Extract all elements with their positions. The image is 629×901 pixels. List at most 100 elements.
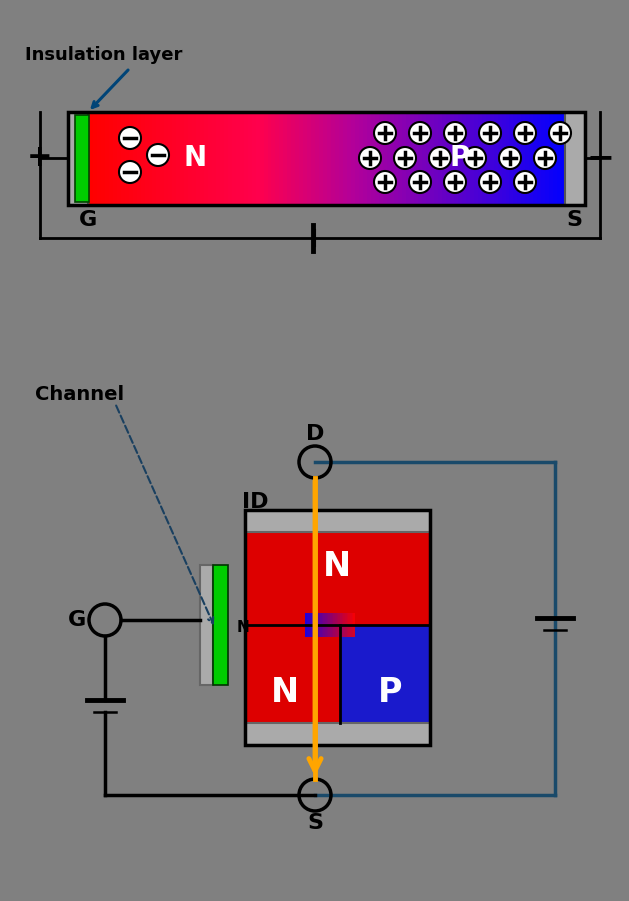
- Bar: [565, 112, 585, 205]
- Bar: [403, 112, 406, 205]
- Bar: [208, 112, 212, 205]
- Bar: [291, 112, 295, 205]
- Bar: [343, 613, 345, 637]
- Bar: [311, 112, 315, 205]
- Bar: [340, 613, 342, 637]
- Bar: [470, 112, 474, 205]
- Bar: [245, 723, 430, 745]
- Bar: [311, 613, 313, 637]
- Bar: [318, 613, 320, 637]
- Bar: [204, 112, 208, 205]
- Circle shape: [374, 122, 396, 144]
- Bar: [133, 112, 136, 205]
- Circle shape: [464, 147, 486, 169]
- Bar: [442, 112, 446, 205]
- Bar: [509, 112, 513, 205]
- Bar: [232, 112, 236, 205]
- Bar: [200, 112, 204, 205]
- Bar: [486, 112, 489, 205]
- Bar: [533, 112, 537, 205]
- Bar: [287, 112, 291, 205]
- Bar: [252, 112, 255, 205]
- Bar: [276, 112, 279, 205]
- Bar: [342, 613, 343, 637]
- Bar: [335, 613, 337, 637]
- Bar: [462, 112, 466, 205]
- Bar: [350, 613, 352, 637]
- Bar: [352, 613, 353, 637]
- Bar: [489, 112, 494, 205]
- Bar: [295, 112, 299, 205]
- Bar: [220, 112, 224, 205]
- Bar: [279, 112, 284, 205]
- Bar: [348, 613, 350, 637]
- Circle shape: [534, 147, 556, 169]
- Bar: [351, 112, 355, 205]
- Bar: [367, 112, 370, 205]
- Bar: [129, 112, 133, 205]
- Bar: [284, 112, 287, 205]
- Text: N: N: [237, 621, 249, 635]
- Bar: [328, 613, 330, 637]
- Bar: [260, 112, 264, 205]
- Bar: [157, 112, 160, 205]
- Bar: [557, 112, 561, 205]
- Bar: [327, 112, 331, 205]
- Bar: [333, 613, 335, 637]
- Bar: [325, 613, 326, 637]
- Bar: [323, 613, 325, 637]
- Bar: [160, 112, 164, 205]
- Bar: [434, 112, 438, 205]
- Circle shape: [499, 147, 521, 169]
- Bar: [553, 112, 557, 205]
- Bar: [438, 112, 442, 205]
- Circle shape: [409, 171, 431, 193]
- Bar: [335, 112, 339, 205]
- Bar: [454, 112, 458, 205]
- Bar: [406, 112, 410, 205]
- Bar: [255, 112, 260, 205]
- Bar: [212, 112, 216, 205]
- Bar: [248, 112, 252, 205]
- Bar: [320, 613, 321, 637]
- Bar: [498, 112, 501, 205]
- Bar: [370, 112, 375, 205]
- Bar: [466, 112, 470, 205]
- Bar: [307, 613, 308, 637]
- Bar: [561, 112, 565, 205]
- Bar: [228, 112, 232, 205]
- Bar: [474, 112, 478, 205]
- Bar: [525, 112, 529, 205]
- Bar: [315, 613, 316, 637]
- Text: N: N: [323, 551, 351, 584]
- Bar: [267, 112, 272, 205]
- Bar: [313, 613, 315, 637]
- Text: N: N: [184, 144, 206, 172]
- Bar: [200, 565, 213, 685]
- Bar: [307, 112, 311, 205]
- Bar: [264, 112, 267, 205]
- Bar: [340, 625, 430, 723]
- Bar: [331, 112, 335, 205]
- Bar: [243, 112, 248, 205]
- Circle shape: [444, 171, 466, 193]
- Bar: [338, 613, 340, 637]
- Bar: [315, 112, 319, 205]
- Circle shape: [429, 147, 451, 169]
- Text: Channel: Channel: [35, 386, 124, 405]
- Bar: [101, 112, 105, 205]
- Bar: [343, 112, 347, 205]
- Bar: [513, 112, 518, 205]
- Bar: [501, 112, 506, 205]
- Bar: [68, 112, 585, 205]
- Text: S: S: [566, 210, 582, 230]
- Circle shape: [444, 122, 466, 144]
- Bar: [418, 112, 422, 205]
- Bar: [430, 112, 434, 205]
- Bar: [89, 112, 93, 205]
- Circle shape: [514, 171, 536, 193]
- Bar: [506, 112, 509, 205]
- Circle shape: [549, 122, 571, 144]
- Bar: [245, 532, 430, 625]
- Bar: [345, 613, 347, 637]
